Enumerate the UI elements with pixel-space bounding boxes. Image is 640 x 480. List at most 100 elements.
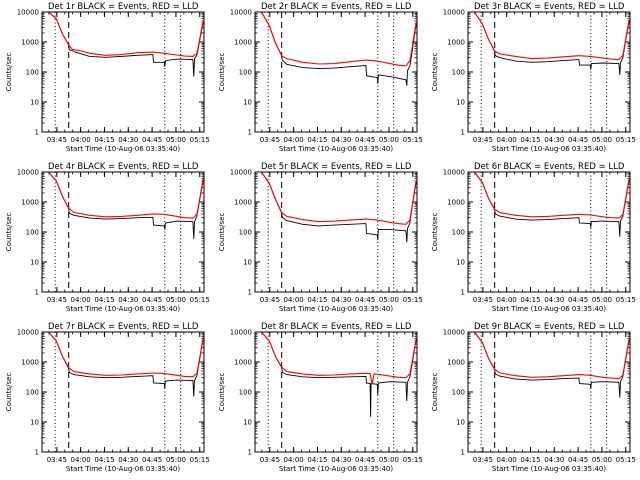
x-tick-label: 04:30: [544, 296, 564, 304]
x-tick-label: 04:30: [544, 456, 564, 464]
lld-series-line: [42, 12, 204, 57]
x-axis-title: Start Time (10-Aug-06 03:35:40): [492, 305, 606, 313]
x-axis-title: Start Time (10-Aug-06 03:35:40): [66, 145, 180, 153]
x-tick-label: 04:30: [331, 136, 351, 144]
x-tick-label: 04:15: [94, 296, 114, 304]
y-tick-label: 1: [248, 289, 252, 297]
x-tick-label: 04:45: [142, 456, 162, 464]
detector-panel: Det 2r BLACK = Events, RED = LLD 1 10 100 10…: [218, 2, 423, 153]
y-tick-label: 1: [461, 289, 465, 297]
plot-frame: [254, 171, 418, 293]
plot-frame: [41, 331, 205, 453]
y-tick-label: 1000: [21, 199, 39, 207]
detector-panel: Det 5r BLACK = Events, RED = LLD 1 10 100 10…: [218, 162, 423, 313]
panel-data: [42, 332, 204, 397]
x-tick-label: 05:00: [166, 136, 186, 144]
panel-data: [42, 172, 204, 239]
x-tick-label: 05:15: [616, 296, 636, 304]
x-tick-label: 04:45: [568, 136, 588, 144]
y-tick-label: 100: [239, 389, 252, 397]
lld-series-line: [468, 332, 630, 380]
x-tick-label: 04:15: [307, 296, 327, 304]
plot-frame: [467, 11, 631, 133]
y-axis-title: Counts/sec: [5, 53, 13, 92]
y-tick-label: 10: [243, 99, 252, 107]
y-tick-label: 1000: [234, 199, 252, 207]
events-series-line: [255, 12, 417, 86]
y-tick-label: 10000: [230, 9, 252, 17]
y-tick-label: 10: [30, 259, 39, 267]
x-tick-label: 04:00: [71, 136, 91, 144]
x-tick-label: 03:45: [473, 296, 493, 304]
y-axis-title: Counts/sec: [431, 213, 439, 252]
y-axis-title: Counts/sec: [431, 373, 439, 412]
y-tick-label: 100: [26, 389, 39, 397]
y-tick-label: 1000: [21, 39, 39, 47]
panel-data: [255, 332, 417, 417]
x-tick-label: 05:15: [190, 136, 210, 144]
y-tick-label: 10000: [230, 329, 252, 337]
x-tick-label: 04:15: [520, 456, 540, 464]
x-tick-label: 05:00: [379, 456, 399, 464]
x-tick-label: 04:00: [284, 136, 304, 144]
y-tick-label: 100: [239, 69, 252, 77]
x-tick-label: 04:45: [142, 136, 162, 144]
detector-panel: Det 7r BLACK = Events, RED = LLD 1 10 100 10…: [5, 322, 210, 473]
x-tick-label: 03:45: [473, 136, 493, 144]
x-tick-label: 04:30: [331, 456, 351, 464]
x-tick-label: 04:15: [94, 136, 114, 144]
events-series-line: [255, 332, 417, 417]
detector-panel: Det 4r BLACK = Events, RED = LLD 1 10 100 10…: [5, 162, 210, 313]
panel-data: [255, 12, 417, 86]
x-axis-title: Start Time (10-Aug-06 03:35:40): [66, 305, 180, 313]
y-axis-title: Counts/sec: [218, 373, 226, 412]
x-tick-label: 05:15: [403, 456, 423, 464]
y-tick-label: 10: [456, 259, 465, 267]
panel-title: Det 6r BLACK = Events, RED = LLD: [474, 162, 625, 172]
x-tick-label: 04:00: [497, 136, 517, 144]
y-tick-label: 100: [452, 389, 465, 397]
x-tick-label: 04:15: [520, 296, 540, 304]
panel-data: [42, 12, 204, 77]
x-tick-label: 05:00: [592, 136, 612, 144]
y-tick-label: 1: [248, 449, 252, 457]
y-axis-title: Counts/sec: [431, 53, 439, 92]
detector-panel: Det 9r BLACK = Events, RED = LLD 1 10 100 10…: [431, 322, 636, 473]
x-axis-title: Start Time (10-Aug-06 03:35:40): [492, 145, 606, 153]
y-tick-label: 10000: [17, 329, 39, 337]
plot-frame: [41, 171, 205, 293]
y-tick-label: 100: [452, 69, 465, 77]
x-axis-title: Start Time (10-Aug-06 03:35:40): [492, 465, 606, 473]
panel-data: [255, 172, 417, 243]
x-tick-label: 04:00: [71, 456, 91, 464]
panel-title: Det 4r BLACK = Events, RED = LLD: [48, 162, 199, 172]
y-tick-label: 100: [26, 69, 39, 77]
lld-series-line: [255, 12, 417, 67]
x-tick-label: 03:45: [47, 296, 67, 304]
y-tick-label: 10000: [443, 169, 465, 177]
detector-panel: Det 8r BLACK = Events, RED = LLD 1 10 100 10…: [218, 322, 423, 473]
y-tick-label: 1000: [234, 39, 252, 47]
y-tick-label: 1: [248, 129, 252, 137]
panel-title: Det 3r BLACK = Events, RED = LLD: [474, 2, 625, 12]
x-tick-label: 04:00: [284, 296, 304, 304]
x-tick-label: 04:45: [142, 296, 162, 304]
x-tick-label: 05:00: [166, 456, 186, 464]
x-tick-label: 04:45: [355, 456, 375, 464]
y-tick-label: 10: [456, 419, 465, 427]
x-tick-label: 04:30: [331, 296, 351, 304]
x-axis-title: Start Time (10-Aug-06 03:35:40): [279, 305, 393, 313]
y-tick-label: 1000: [447, 359, 465, 367]
x-tick-label: 04:45: [568, 296, 588, 304]
y-tick-label: 1: [35, 129, 39, 137]
panel-title: Det 5r BLACK = Events, RED = LLD: [261, 162, 412, 172]
detector-panel: Det 6r BLACK = Events, RED = LLD 1 10 100 10…: [431, 162, 636, 313]
y-axis-title: Counts/sec: [5, 213, 13, 252]
y-tick-label: 10: [30, 99, 39, 107]
plot-frame: [467, 331, 631, 453]
y-tick-label: 100: [452, 229, 465, 237]
plot-frame: [254, 331, 418, 453]
plot-frame: [467, 171, 631, 293]
y-tick-label: 10000: [17, 169, 39, 177]
